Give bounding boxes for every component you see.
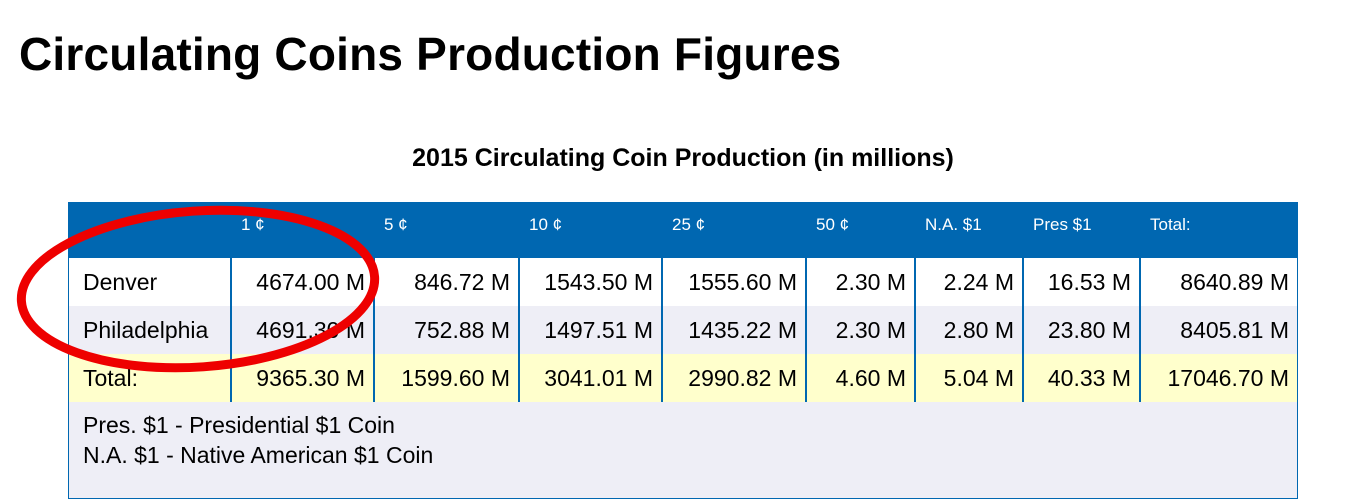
table-cell: 40.33 M — [1022, 354, 1140, 402]
table-cell: 1599.60 M — [373, 354, 519, 402]
header-cell-total: Total: — [1150, 214, 1191, 234]
table-cell: 5.04 M — [914, 354, 1023, 402]
table-cell: 9365.30 M — [230, 354, 374, 402]
table-row-philadelphia: Philadelphia 4691.30 M 752.88 M 1497.51 … — [69, 306, 1297, 354]
note-native-american: N.A. $1 - Native American $1 Coin — [83, 442, 434, 468]
table-cell: 752.88 M — [373, 306, 519, 354]
table-cell: 4.60 M — [805, 354, 915, 402]
table-cell: 2.80 M — [914, 306, 1023, 354]
header-cell-50-cent: 50 ¢ — [816, 214, 850, 234]
row-label: Philadelphia — [83, 316, 209, 343]
table-cell: 1555.60 M — [661, 258, 806, 306]
table-cell: 4674.00 M — [230, 258, 374, 306]
coin-production-table: 1 ¢ 5 ¢ 10 ¢ 25 ¢ 50 ¢ N.A. $1 Pres $1 T… — [68, 202, 1298, 499]
notes-cell: Pres. $1 - Presidential $1 Coin N.A. $1 … — [69, 402, 1297, 498]
table-cell: 1543.50 M — [518, 258, 662, 306]
header-cell-1-cent: 1 ¢ — [241, 214, 265, 234]
header-cell-pres-dollar: Pres $1 — [1033, 214, 1092, 234]
header-cell-5-cent: 5 ¢ — [384, 214, 408, 234]
table-cell: 2.30 M — [805, 306, 915, 354]
table-cell: 8640.89 M — [1139, 258, 1297, 306]
table-cell: 2990.82 M — [661, 354, 806, 402]
row-label: Denver — [83, 268, 158, 295]
table-cell: 1497.51 M — [518, 306, 662, 354]
table-cell: 846.72 M — [373, 258, 519, 306]
table-notes-row: Pres. $1 - Presidential $1 Coin N.A. $1 … — [69, 402, 1297, 498]
table-cell: 2.30 M — [805, 258, 915, 306]
table-row-total: Total: 9365.30 M 1599.60 M 3041.01 M 299… — [69, 354, 1297, 402]
table-cell: 23.80 M — [1022, 306, 1140, 354]
header-cell-10-cent: 10 ¢ — [529, 214, 563, 234]
table-cell: 16.53 M — [1022, 258, 1140, 306]
table-cell: 8405.81 M — [1139, 306, 1297, 354]
table-cell: 3041.01 M — [518, 354, 662, 402]
table-cell: 17046.70 M — [1139, 354, 1297, 402]
note-presidential: Pres. $1 - Presidential $1 Coin — [83, 412, 395, 438]
page-title: Circulating Coins Production Figures — [19, 28, 842, 80]
header-cell-label — [69, 203, 231, 258]
header-cell-na-dollar: N.A. $1 — [925, 214, 982, 234]
table-cell: 1435.22 M — [661, 306, 806, 354]
header-cell-25-cent: 25 ¢ — [672, 214, 706, 234]
row-label: Total: — [83, 364, 138, 391]
table-caption: 2015 Circulating Coin Production (in mil… — [412, 144, 954, 172]
table-cell: 4691.30 M — [230, 306, 374, 354]
table-row-denver: Denver 4674.00 M 846.72 M 1543.50 M 1555… — [69, 258, 1297, 306]
table-cell: 2.24 M — [914, 258, 1023, 306]
table-header-row: 1 ¢ 5 ¢ 10 ¢ 25 ¢ 50 ¢ N.A. $1 Pres $1 T… — [69, 203, 1297, 258]
